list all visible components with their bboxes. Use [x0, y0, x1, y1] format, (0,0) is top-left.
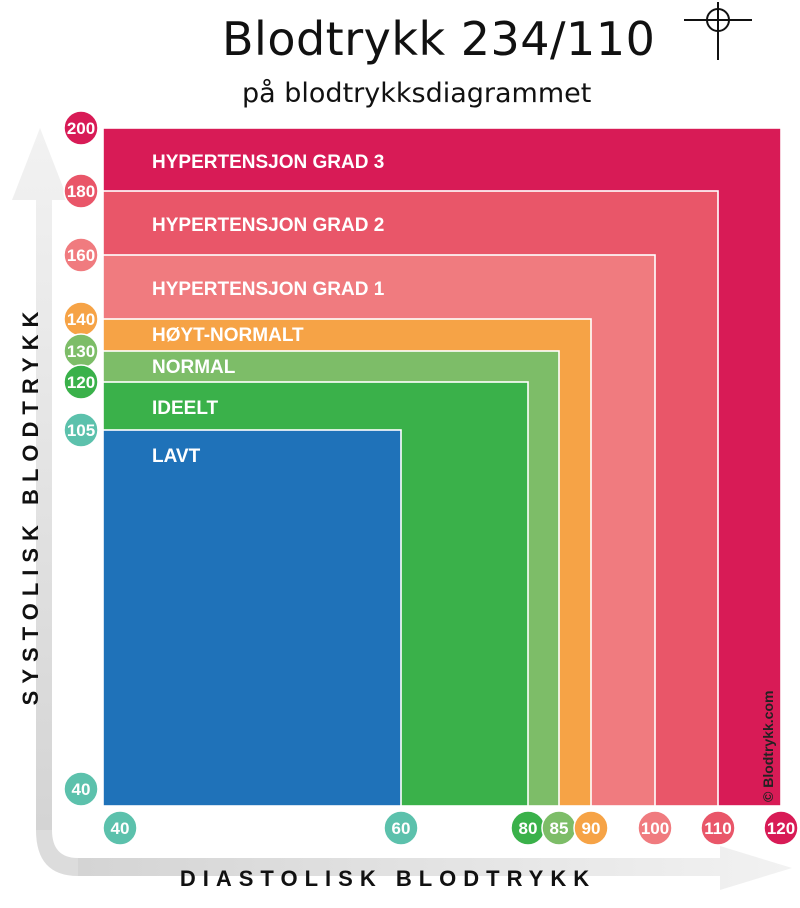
- x-tick-label: 60: [392, 819, 411, 838]
- y-tick-badge: [63, 364, 99, 400]
- zone-label-hypertensjon-grad-1: HYPERTENSJON GRAD 1: [152, 279, 385, 300]
- y-tick-badge: [63, 237, 99, 273]
- y-tick-120: 120: [63, 364, 99, 400]
- page-title: Blodtrykk 234/110: [222, 12, 656, 66]
- x-tick-100: 100: [637, 810, 673, 846]
- y-tick-badge: [63, 412, 99, 448]
- y-tick-40: 40: [63, 771, 99, 807]
- zone-label-hoyt-normalt: HØYT-NORMALT: [152, 325, 304, 346]
- x-tick-85: 85: [541, 810, 577, 846]
- x-tick-40: 40: [102, 810, 138, 846]
- zone-label-group: HYPERTENSJON GRAD 3 HYPERTENSJON GRAD 2 HY…: [152, 152, 385, 467]
- x-axis-arrow: [78, 846, 792, 890]
- y-tick-label: 140: [67, 310, 95, 329]
- y-axis-arrow: [12, 128, 68, 830]
- x-tick-80: 80: [510, 810, 546, 846]
- y-tick-105: 105: [63, 412, 99, 448]
- x-tick-badge: [573, 810, 609, 846]
- y-tick-label: 180: [67, 182, 95, 201]
- y-tick-160: 160: [63, 237, 99, 273]
- y-tick-130: 130: [63, 333, 99, 369]
- x-tick-label: 80: [519, 819, 538, 838]
- y-tick-200: 200: [63, 110, 99, 146]
- x-tick-badge: [637, 810, 673, 846]
- y-tick-label: 120: [67, 373, 95, 392]
- y-tick-180: 180: [63, 173, 99, 209]
- x-tick-120: 120: [763, 810, 799, 846]
- x-tick-badge: [102, 810, 138, 846]
- axis-corner: [36, 830, 78, 876]
- x-tick-group: 40 60 80 85 90 100 110 120: [102, 810, 799, 846]
- x-tick-label: 110: [704, 819, 731, 838]
- zone-group: [102, 127, 782, 807]
- x-axis-title: DIASTOLISK BLODTRYKK: [180, 866, 596, 891]
- y-tick-group: 200 180 160 140 130 120 105 40: [63, 110, 99, 807]
- x-tick-label: 100: [641, 819, 669, 838]
- y-tick-label: 105: [67, 421, 95, 440]
- crosshair-icon: [684, 2, 752, 60]
- y-tick-label: 130: [67, 342, 95, 361]
- x-tick-110: 110: [700, 810, 736, 846]
- zone-label-hypertensjon-grad-2: HYPERTENSJON GRAD 2: [152, 215, 384, 236]
- x-tick-label: 90: [582, 819, 601, 838]
- y-tick-label: 40: [72, 780, 91, 799]
- x-tick-badge: [383, 810, 419, 846]
- y-tick-badge: [63, 173, 99, 209]
- x-tick-badge: [700, 810, 736, 846]
- zone-label-normal: NORMAL: [152, 357, 236, 378]
- x-tick-label: 40: [111, 819, 130, 838]
- y-tick-label: 160: [67, 246, 95, 265]
- x-tick-90: 90: [573, 810, 609, 846]
- y-axis-title: SYSTOLISK BLODTRYKK: [18, 305, 43, 706]
- x-tick-label: 120: [767, 819, 795, 838]
- page-subtitle: på blodtrykksdiagrammet: [242, 78, 592, 109]
- y-tick-140: 140: [63, 301, 99, 337]
- y-tick-badge: [63, 110, 99, 146]
- zone-label-ideelt: IDEELT: [152, 398, 219, 419]
- y-tick-label: 200: [67, 119, 95, 138]
- axis-arrows: [12, 128, 792, 890]
- zone-lavt: [102, 429, 402, 807]
- x-tick-60: 60: [383, 810, 419, 846]
- zone-label-hypertensjon-grad-3: HYPERTENSJON GRAD 3: [152, 152, 384, 173]
- zone-label-lavt: LAVT: [152, 446, 201, 467]
- x-tick-label: 85: [550, 819, 569, 838]
- x-tick-badge: [763, 810, 799, 846]
- y-tick-badge: [63, 771, 99, 807]
- credit-text: © Blodtrykk.com: [760, 691, 776, 802]
